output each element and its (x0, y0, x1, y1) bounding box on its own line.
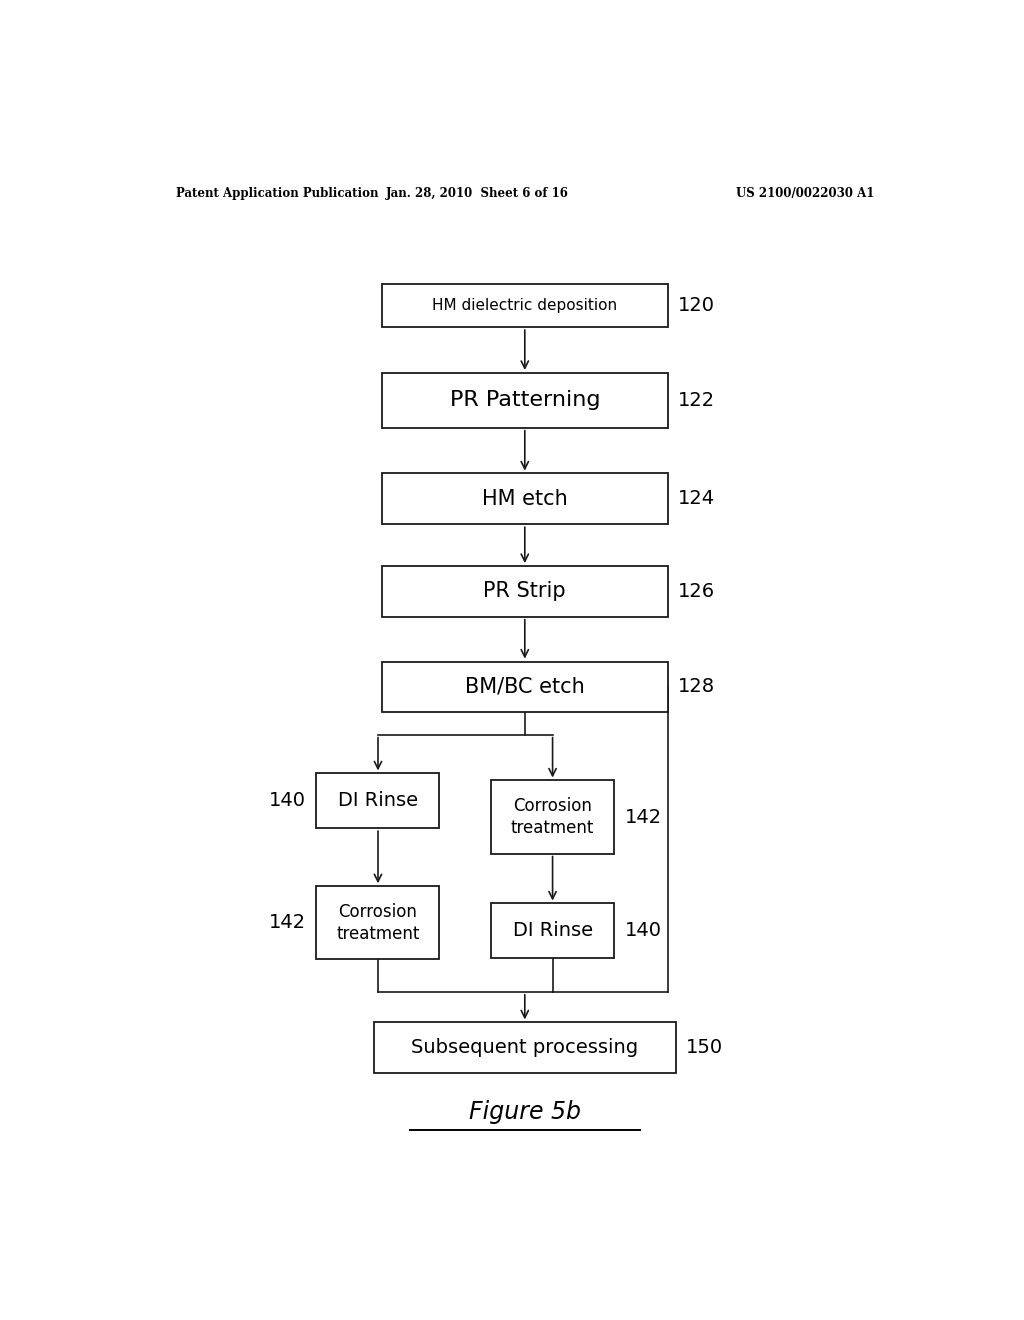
Bar (374, 1022, 676, 1073)
Text: HM etch: HM etch (482, 488, 567, 510)
Bar (316, 774, 439, 828)
Text: BM/BC etch: BM/BC etch (465, 677, 585, 697)
Text: 126: 126 (678, 582, 715, 601)
Text: Jan. 28, 2010  Sheet 6 of 16: Jan. 28, 2010 Sheet 6 of 16 (386, 187, 568, 201)
Bar (382, 474, 668, 524)
Text: PR Patterning: PR Patterning (450, 391, 600, 411)
Text: Corrosion
treatment: Corrosion treatment (336, 903, 420, 942)
Text: Subsequent processing: Subsequent processing (412, 1039, 638, 1057)
Bar (382, 661, 668, 713)
Bar (492, 780, 614, 854)
Text: 122: 122 (678, 391, 715, 409)
Text: 142: 142 (269, 913, 306, 932)
Text: 140: 140 (625, 921, 662, 940)
Text: 142: 142 (625, 808, 662, 826)
Text: 140: 140 (269, 791, 306, 810)
Bar (316, 886, 439, 960)
Text: DI Rinse: DI Rinse (338, 791, 418, 810)
Bar (382, 372, 668, 428)
Text: Figure 5b: Figure 5b (469, 1100, 581, 1123)
Text: 128: 128 (678, 677, 715, 697)
Text: US 2100/0022030 A1: US 2100/0022030 A1 (735, 187, 873, 201)
Text: HM dielectric deposition: HM dielectric deposition (432, 298, 617, 313)
Bar (382, 284, 668, 327)
Text: DI Rinse: DI Rinse (513, 921, 593, 940)
Bar (492, 903, 614, 958)
Bar (382, 566, 668, 616)
Text: 124: 124 (678, 490, 715, 508)
Text: Patent Application Publication: Patent Application Publication (176, 187, 378, 201)
Text: 120: 120 (678, 296, 715, 315)
Text: 150: 150 (686, 1039, 723, 1057)
Text: Corrosion
treatment: Corrosion treatment (511, 797, 594, 837)
Text: PR Strip: PR Strip (483, 581, 566, 602)
